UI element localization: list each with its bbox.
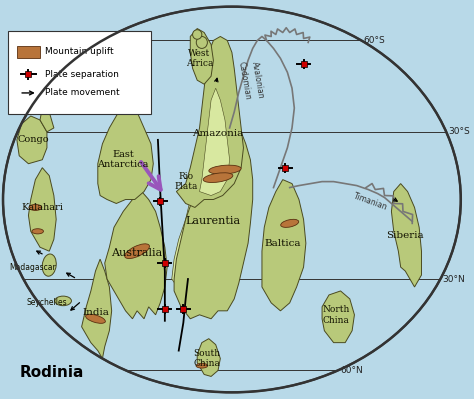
Polygon shape bbox=[200, 88, 229, 196]
Polygon shape bbox=[174, 124, 253, 319]
Polygon shape bbox=[197, 339, 220, 376]
Text: Laurentia: Laurentia bbox=[186, 216, 241, 226]
Polygon shape bbox=[322, 291, 355, 343]
Ellipse shape bbox=[196, 363, 208, 368]
Ellipse shape bbox=[55, 296, 72, 306]
Polygon shape bbox=[176, 36, 244, 207]
Polygon shape bbox=[190, 28, 213, 84]
Ellipse shape bbox=[192, 30, 202, 39]
FancyBboxPatch shape bbox=[8, 30, 151, 114]
Text: West
Africa: West Africa bbox=[186, 49, 213, 68]
Polygon shape bbox=[392, 184, 421, 287]
Polygon shape bbox=[40, 108, 54, 132]
Ellipse shape bbox=[42, 254, 56, 276]
Polygon shape bbox=[17, 116, 47, 164]
Ellipse shape bbox=[29, 204, 42, 210]
Ellipse shape bbox=[3, 7, 461, 392]
Text: Avalonian: Avalonian bbox=[250, 61, 265, 99]
Text: Baltica: Baltica bbox=[264, 239, 301, 248]
Text: North
China: North China bbox=[322, 305, 350, 324]
Polygon shape bbox=[105, 192, 167, 319]
Ellipse shape bbox=[86, 314, 105, 323]
Ellipse shape bbox=[203, 173, 233, 182]
Text: India: India bbox=[82, 308, 109, 317]
Polygon shape bbox=[172, 132, 241, 311]
Text: Australia: Australia bbox=[111, 248, 163, 258]
Text: Amazonia: Amazonia bbox=[192, 129, 244, 138]
Text: Kalahari: Kalahari bbox=[21, 203, 63, 212]
Text: 30°N: 30°N bbox=[443, 275, 465, 284]
Bar bbox=[17, 45, 40, 58]
Text: Timanian: Timanian bbox=[352, 191, 389, 212]
Text: Plate movement: Plate movement bbox=[45, 89, 119, 97]
Text: Seychelles: Seychelles bbox=[27, 298, 67, 307]
Text: Congo: Congo bbox=[17, 135, 49, 144]
Ellipse shape bbox=[32, 229, 44, 234]
Text: Cadomian: Cadomian bbox=[237, 60, 253, 100]
Polygon shape bbox=[28, 168, 56, 251]
Text: Rodinia: Rodinia bbox=[19, 365, 83, 380]
Ellipse shape bbox=[196, 36, 208, 48]
Polygon shape bbox=[98, 104, 153, 203]
Text: Rio
Plata: Rio Plata bbox=[174, 172, 197, 191]
Polygon shape bbox=[262, 180, 306, 311]
Text: East
Antarctica: East Antarctica bbox=[98, 150, 149, 170]
Text: Plate separation: Plate separation bbox=[45, 70, 118, 79]
Text: South
China: South China bbox=[193, 349, 220, 368]
Text: 60°N: 60°N bbox=[340, 366, 363, 375]
Ellipse shape bbox=[125, 244, 149, 259]
Text: Mountain uplift: Mountain uplift bbox=[45, 47, 113, 57]
Text: Siberia: Siberia bbox=[386, 231, 424, 240]
Text: 60°S: 60°S bbox=[364, 36, 385, 45]
Ellipse shape bbox=[209, 165, 241, 174]
Ellipse shape bbox=[281, 219, 299, 227]
Text: Madagascar: Madagascar bbox=[9, 263, 56, 272]
Polygon shape bbox=[82, 259, 112, 359]
Text: 30°S: 30°S bbox=[448, 127, 470, 136]
